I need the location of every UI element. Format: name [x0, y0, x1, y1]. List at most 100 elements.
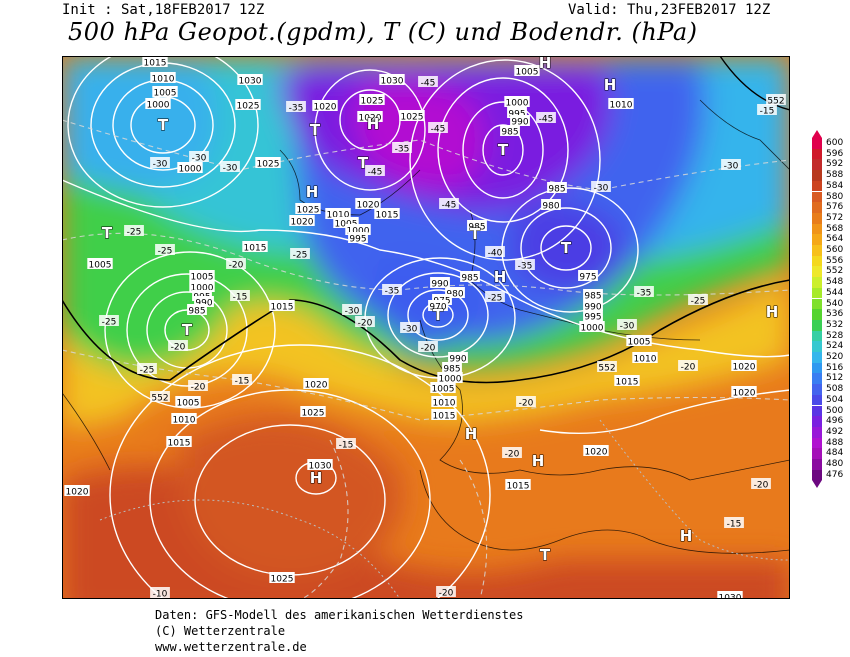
pressure-label: 1020 — [731, 386, 757, 399]
svg-text:1025: 1025 — [257, 160, 280, 170]
svg-text:-15: -15 — [339, 441, 354, 451]
svg-text:970: 970 — [429, 303, 446, 313]
temperature-label: -25 — [485, 291, 505, 304]
temperature-label: -20 — [418, 341, 438, 354]
field-blue-low — [370, 258, 480, 350]
legend-swatch — [812, 330, 822, 342]
legend-swatch — [812, 416, 822, 427]
legend-arrow-up — [812, 130, 822, 138]
pressure-label: 1015 — [269, 300, 295, 313]
svg-text:975: 975 — [579, 273, 596, 283]
low-pressure-marker: T — [470, 225, 481, 243]
svg-text:985: 985 — [188, 307, 205, 317]
legend-swatch — [812, 373, 822, 385]
svg-text:1015: 1015 — [244, 244, 267, 254]
high-pressure-marker: H — [310, 469, 323, 487]
pressure-label: 1015 — [431, 409, 457, 422]
svg-text:1015: 1015 — [433, 412, 456, 422]
pressure-label: 1015 — [614, 375, 640, 388]
pressure-label: 1025 — [399, 110, 425, 123]
svg-text:-20: -20 — [421, 344, 436, 354]
legend-swatch — [812, 266, 822, 278]
pressure-label: 1020 — [312, 100, 338, 113]
pressure-label: 1025 — [295, 203, 321, 216]
legend-label: 552 — [826, 266, 844, 277]
legend-label: 532 — [826, 319, 844, 330]
legend-swatch — [812, 352, 822, 363]
legend-swatch — [812, 319, 822, 331]
legend-swatch — [812, 448, 822, 459]
svg-text:1015: 1015 — [507, 482, 530, 492]
footer-url[interactable]: www.wetterzentrale.de — [155, 640, 307, 654]
legend-swatch — [812, 341, 822, 352]
footer-source: Daten: GFS-Modell des amerikanischen Wet… — [155, 608, 524, 622]
svg-text:-45: -45 — [539, 115, 554, 125]
legend-label: 548 — [826, 277, 844, 288]
high-pressure-marker: H — [532, 452, 545, 470]
legend-swatch — [812, 191, 822, 203]
svg-text:-20: -20 — [519, 399, 534, 409]
legend-entry: 572 — [812, 212, 850, 224]
svg-text:990: 990 — [511, 118, 528, 128]
legend-label: 596 — [826, 148, 844, 159]
pressure-label: 995 — [583, 310, 603, 323]
svg-text:985: 985 — [468, 223, 485, 233]
legend-swatch — [812, 234, 822, 245]
pressure-label: 1005 — [152, 86, 178, 99]
svg-text:1005: 1005 — [516, 68, 539, 78]
temperature-label: -15 — [757, 104, 777, 117]
legend-entry: 540 — [812, 298, 850, 310]
pressure-label: 1025 — [269, 572, 295, 585]
legend-label: 496 — [826, 416, 844, 427]
legend-entry: 580 — [812, 191, 850, 203]
svg-text:980: 980 — [446, 290, 463, 300]
pressure-label: 1000 — [579, 321, 605, 334]
legend-entry: 480 — [812, 459, 850, 470]
pressure-label: 1005 — [189, 270, 215, 283]
svg-text:1020: 1020 — [305, 381, 328, 391]
svg-text:1005: 1005 — [177, 399, 200, 409]
legend-entry: 600 — [812, 138, 850, 149]
legend-label: 528 — [826, 330, 844, 341]
legend-arrow-down — [812, 480, 822, 489]
legend-label: 600 — [826, 138, 844, 148]
svg-text:1020: 1020 — [357, 201, 380, 211]
pressure-label: 985 — [460, 271, 480, 284]
svg-text:985: 985 — [443, 365, 460, 375]
pressure-label: 1020 — [731, 360, 757, 373]
svg-text:1000: 1000 — [439, 375, 462, 385]
pressure-label: 1015 — [242, 241, 268, 254]
legend-label: 564 — [826, 234, 844, 245]
temperature-label: -35 — [515, 259, 535, 272]
legend-entry: 532 — [812, 319, 850, 331]
svg-text:552: 552 — [151, 394, 168, 404]
low-pressure-marker: T — [182, 321, 193, 339]
pressure-label: 1005 — [430, 382, 456, 395]
pressure-label: 1025 — [359, 94, 385, 107]
temperature-label: -20 — [355, 316, 375, 329]
svg-text:-20: -20 — [439, 589, 454, 599]
svg-text:1020: 1020 — [314, 103, 337, 113]
svg-text:1010: 1010 — [634, 355, 657, 365]
legend-label: 492 — [826, 426, 844, 437]
temperature-label: -20 — [168, 340, 188, 353]
legend-label: 480 — [826, 459, 844, 469]
legend-swatch — [812, 202, 822, 213]
legend-label: 488 — [826, 437, 844, 448]
temperature-label: -25 — [290, 248, 310, 261]
svg-text:1005: 1005 — [628, 338, 651, 348]
legend-label: 580 — [826, 191, 844, 202]
legend-entry: 488 — [812, 437, 850, 449]
svg-text:1010: 1010 — [610, 101, 633, 111]
svg-text:990: 990 — [584, 303, 601, 313]
temperature-label: -30 — [342, 304, 362, 317]
svg-text:1025: 1025 — [271, 575, 294, 585]
svg-text:-20: -20 — [191, 383, 206, 393]
temperature-label: -25 — [99, 315, 119, 328]
high-pressure-marker: H — [766, 303, 779, 321]
high-pressure-marker: H — [604, 76, 617, 94]
legend-swatch — [812, 362, 822, 374]
temperature-label: -45 — [439, 198, 459, 211]
pressure-label: 980 — [445, 287, 465, 300]
